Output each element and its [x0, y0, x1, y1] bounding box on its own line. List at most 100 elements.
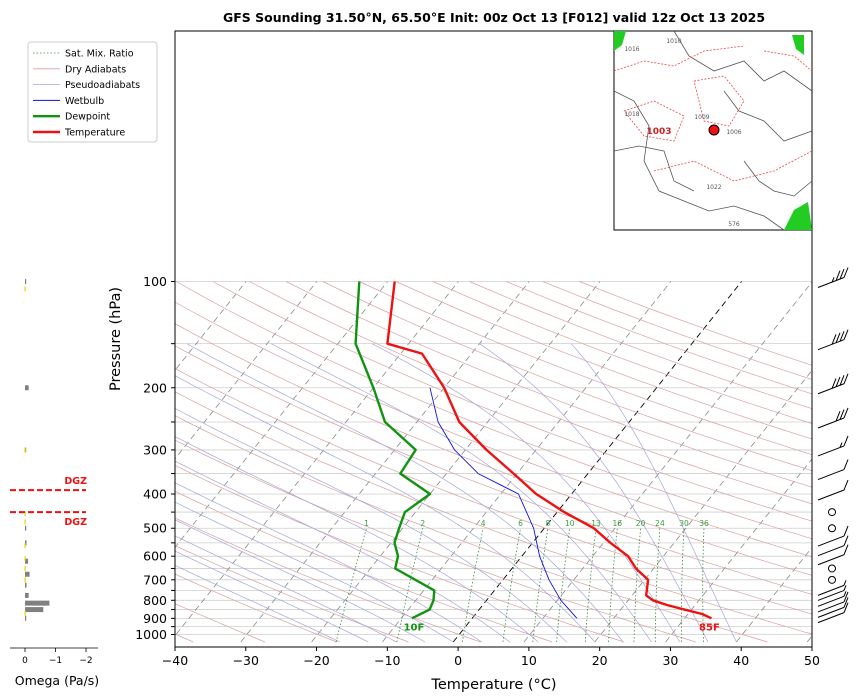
wind-barb-staff	[817, 489, 845, 501]
inset-isobar	[653, 150, 813, 182]
omega-tick-label: −2	[79, 656, 92, 666]
omega-tick	[24, 447, 26, 453]
inset-coastline	[743, 160, 813, 197]
dry-adiabat-line	[395, 281, 812, 440]
mixing-ratio-line	[681, 528, 685, 643]
pseudoadiabat-line	[479, 343, 709, 643]
omega-bar	[25, 615, 27, 621]
x-tick-label: 40	[733, 653, 749, 668]
inset-coastline	[673, 30, 813, 92]
omega-bar	[25, 600, 50, 606]
x-tick-label: −40	[162, 653, 188, 668]
mixing-ratio-label: 16	[613, 519, 623, 528]
pseudoadiabat-line	[372, 343, 681, 643]
dry-adiabat-line	[175, 439, 696, 643]
mixing-ratio-line	[502, 528, 521, 643]
dry-adiabat-line	[175, 490, 553, 643]
inset-precip-area	[614, 31, 626, 51]
x-axis-ticks: −40 −30 −20 −10 0 10 20 30 40 50	[162, 647, 820, 668]
calm-wind-circle	[828, 575, 836, 584]
isotherm-line	[175, 281, 388, 548]
omega-tick	[24, 577, 26, 583]
mixing-ratio-line	[608, 528, 618, 642]
dry-adiabat-line	[175, 517, 481, 643]
legend-label-mixing: Sat. Mix. Ratio	[65, 49, 134, 60]
wind-barb-staff	[817, 277, 845, 288]
wind-barb-flag	[843, 459, 849, 470]
wind-barb-flag	[831, 334, 837, 345]
dry-adiabat-line	[432, 281, 812, 425]
dry-adiabat-line	[175, 301, 812, 558]
omega-bar	[25, 607, 44, 613]
x-tick-label: 10	[521, 653, 537, 668]
wind-barb-staff	[817, 584, 845, 596]
wind-barb-staff	[817, 535, 845, 547]
wind-barb-staff	[817, 383, 845, 395]
wind-barb-staff	[817, 554, 845, 566]
omega-bar	[25, 540, 27, 546]
isotherm-line	[806, 635, 812, 643]
wind-barb-staff	[817, 589, 845, 601]
plot-frame	[174, 30, 813, 648]
dgz-label: DGZ	[64, 476, 87, 487]
y-tick-label: 900	[143, 611, 167, 626]
omega-tick	[24, 556, 26, 562]
wind-barb-flag	[843, 373, 849, 384]
mixing-ratio-line	[654, 528, 661, 642]
wind-barb-staff	[817, 417, 845, 429]
inset-coastline	[613, 90, 785, 231]
mixing-ratio-label: 13	[591, 519, 601, 528]
wind-barb-half-flag	[843, 585, 847, 591]
pseudoadiabat-line	[175, 460, 511, 643]
mixing-ratio-label: 4	[481, 519, 486, 528]
inset-isobar	[623, 100, 685, 142]
mixing-ratio-line	[532, 528, 549, 643]
pseudoadiabat-line	[175, 519, 426, 643]
omega-tick-label: −1	[49, 656, 62, 666]
omega-panel: DGZ DGZ 0 −1 −2 Omega (Pa/s)	[10, 279, 99, 688]
wind-barb-half-flag	[843, 591, 847, 597]
y-tick-label: 600	[143, 549, 167, 564]
wind-barb-flag	[835, 332, 841, 344]
isotherm-line	[175, 281, 318, 460]
dry-adiabat-line	[212, 281, 812, 522]
inset-coastline	[723, 90, 813, 142]
x-tick-label: 20	[592, 653, 608, 668]
dry-adiabat-line	[175, 545, 409, 643]
dry-adiabat-line	[175, 281, 812, 540]
dry-adiabat-line	[175, 345, 812, 595]
inset-pressure-label: 1003	[646, 127, 671, 137]
mixing-ratio-label: 30	[679, 519, 689, 528]
dry-adiabat-line	[175, 573, 337, 643]
inset-pressure-label: 1009	[694, 114, 709, 121]
wind-barb-staff	[817, 606, 845, 618]
inset-pressure-label: 1016	[624, 46, 639, 53]
dry-adiabat-line	[175, 464, 625, 643]
isotherm-line	[665, 458, 812, 643]
y-axis-label: Pressure (hPa)	[108, 287, 124, 391]
isotherm-line	[0, 282, 34, 642]
inset-map: 1003 1006 1009 1010 1016 1018 1022 576	[613, 30, 813, 231]
y-tick-label: 100	[143, 274, 167, 289]
legend-label-temperature: Temperature	[64, 128, 125, 139]
calm-wind-circle	[828, 524, 836, 533]
wind-barb-flag	[843, 602, 849, 613]
wind-barb-flag	[839, 331, 845, 342]
wind-barb-half-flag	[831, 277, 835, 283]
inset-isobar	[693, 75, 745, 127]
mixing-ratio-label: 36	[699, 519, 709, 528]
wind-barb-flag	[843, 591, 849, 603]
pseudoadiabat-line	[175, 436, 539, 643]
wind-barb-flag	[843, 597, 849, 608]
isotherm-line	[594, 369, 812, 643]
pseudoadiabat-line	[175, 550, 369, 643]
pseudoadiabat-line	[175, 482, 482, 643]
dry-adiabat-line	[285, 281, 812, 488]
omega-tick-label: 0	[22, 656, 28, 666]
wind-barb-flag	[843, 435, 849, 447]
x-tick-label: −20	[303, 653, 329, 668]
omega-bar	[25, 279, 27, 284]
wind-barb-flag	[835, 410, 841, 422]
pseudoadiabat-line	[186, 343, 624, 643]
